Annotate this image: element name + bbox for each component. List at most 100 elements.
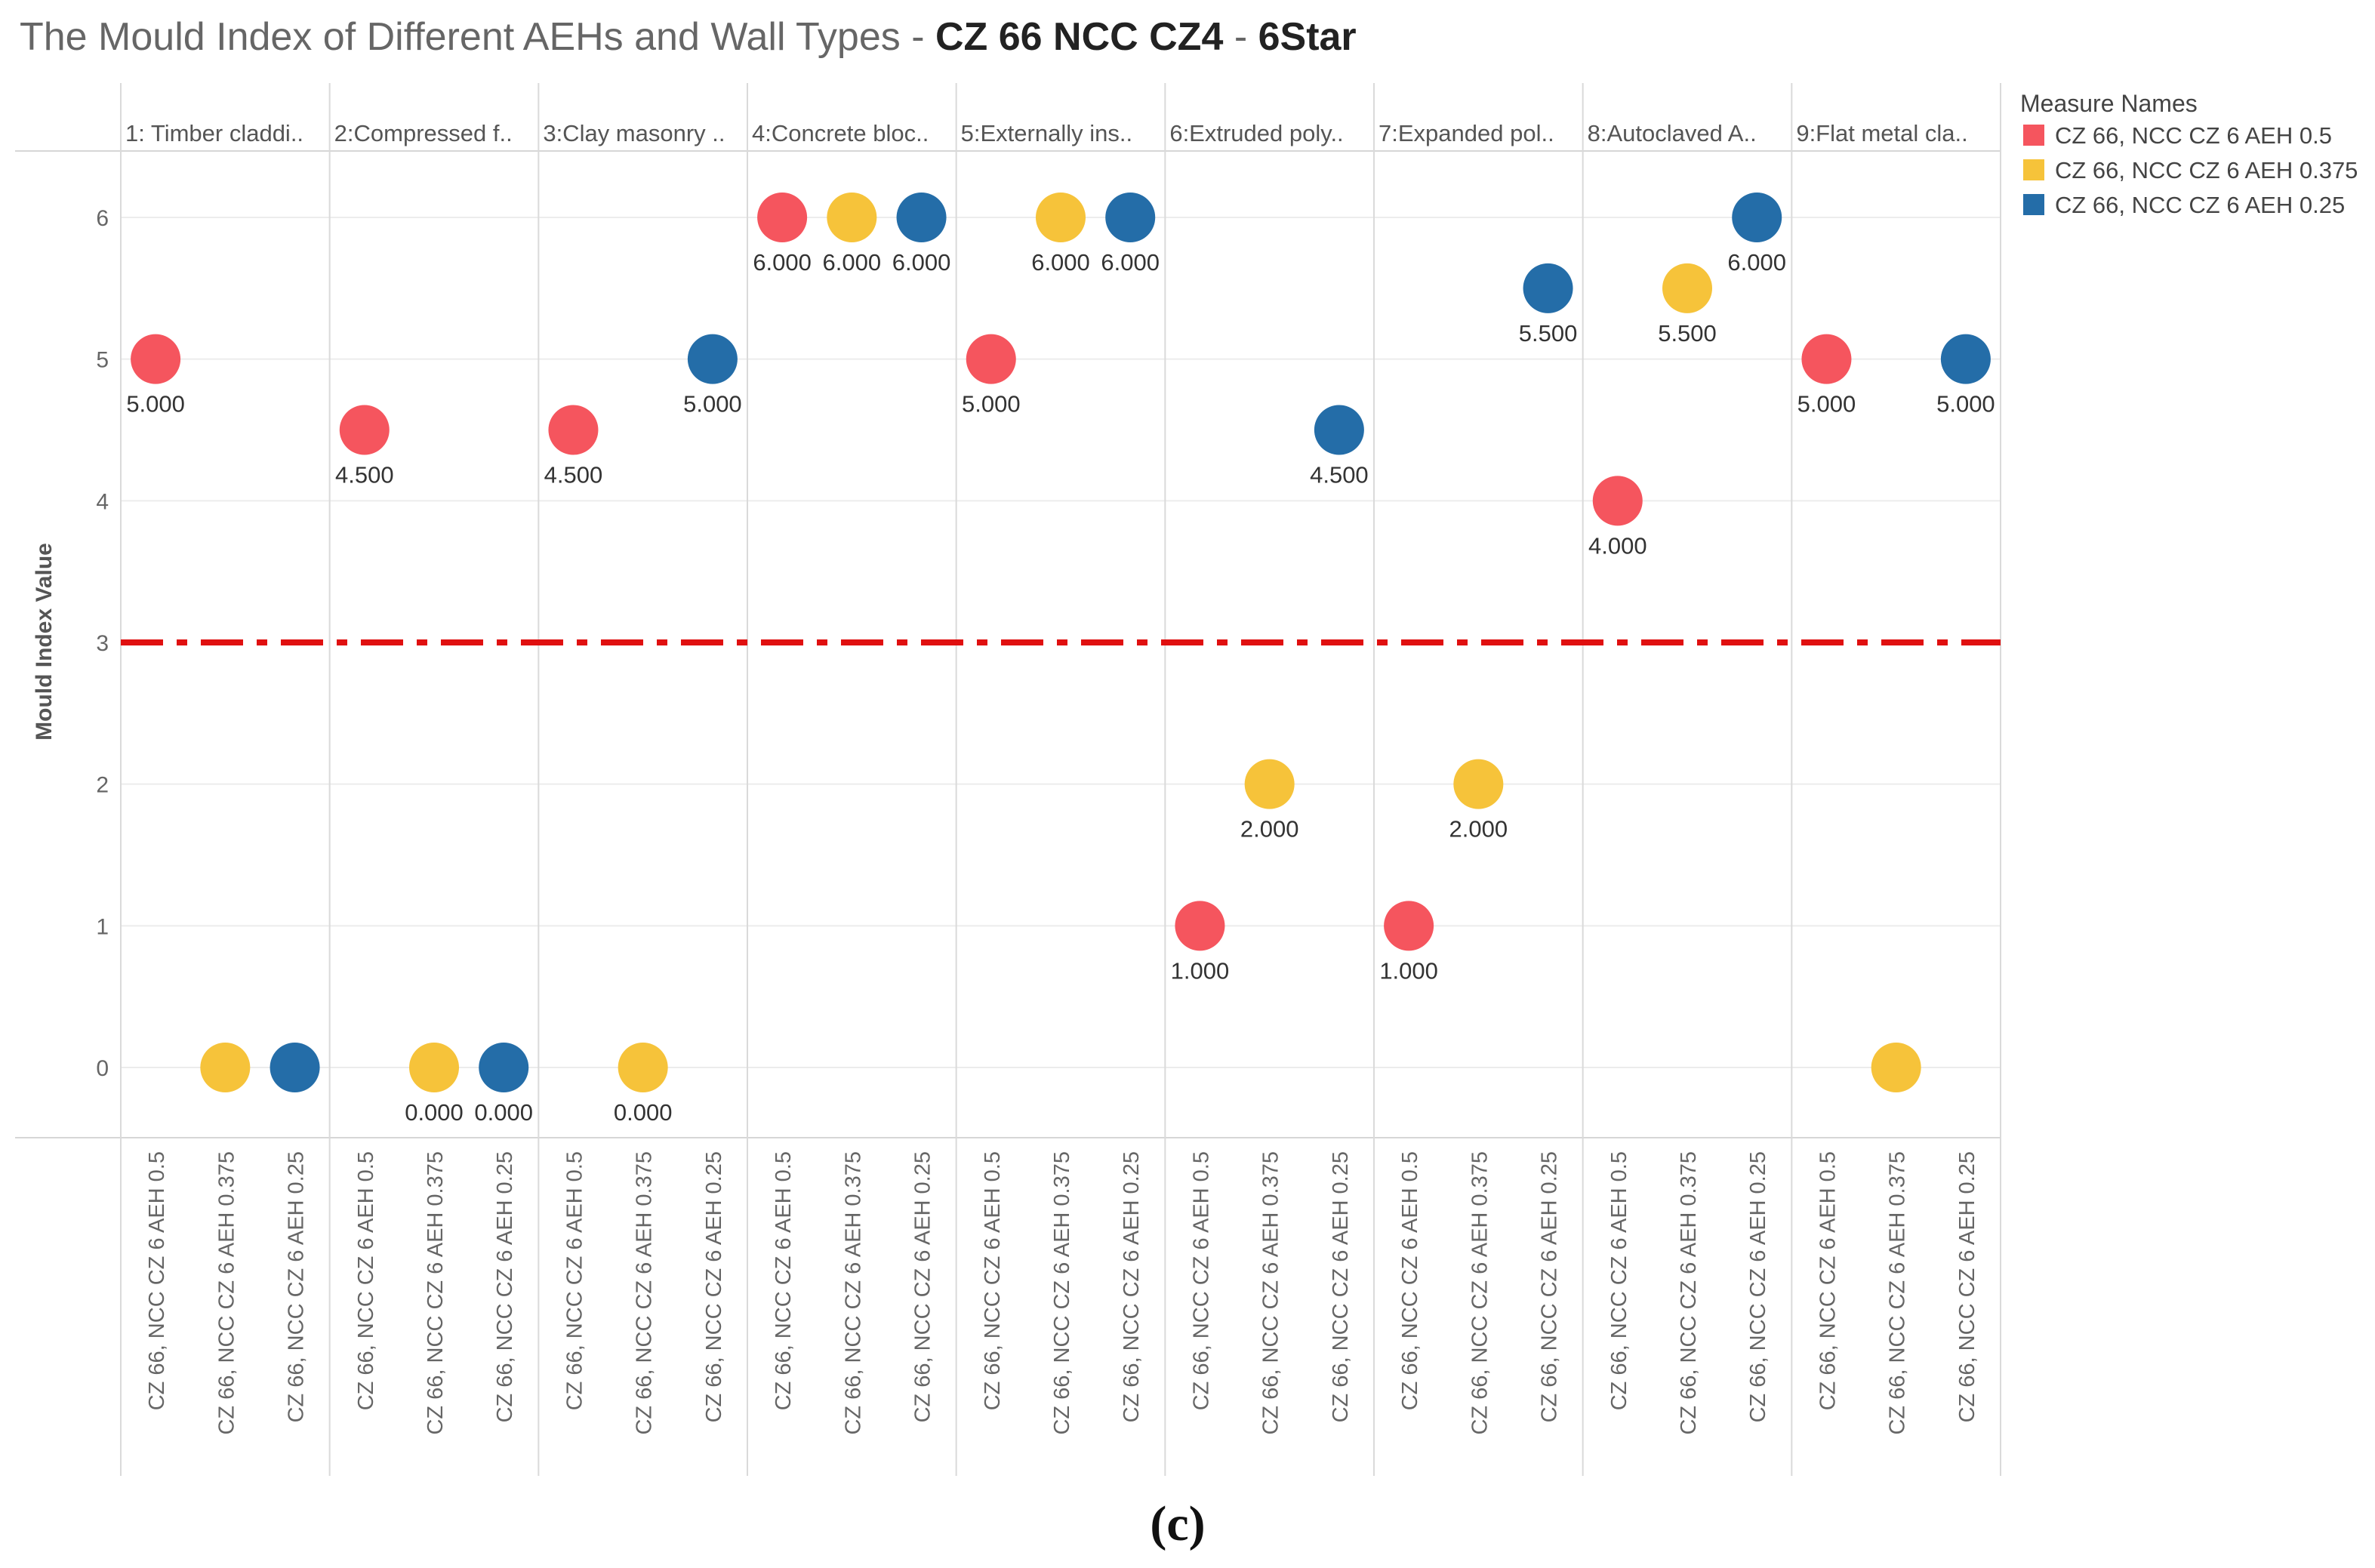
x-tick-label: CZ 66, NCC CZ 6 AEH 0.375 [1468, 1151, 1492, 1435]
data-point [1732, 193, 1782, 242]
data-point [1036, 193, 1086, 242]
data-point [1314, 405, 1364, 455]
panel-header: 2:Compressed f.. [334, 120, 513, 146]
x-tick-label: CZ 66, NCC CZ 6 AEH 0.375 [1886, 1151, 1910, 1435]
y-tick-label: 6 [96, 206, 109, 231]
x-tick-label: CZ 66, NCC CZ 6 AEH 0.375 [424, 1151, 448, 1435]
x-tick-label: CZ 66, NCC CZ 6 AEH 0.5 [1398, 1151, 1422, 1410]
data-point [618, 1043, 668, 1092]
panel-header: 9:Flat metal cla.. [1796, 120, 1967, 146]
data-label: 5.000 [1797, 391, 1856, 417]
x-tick-label: CZ 66, NCC CZ 6 AEH 0.375 [633, 1151, 657, 1435]
data-point [966, 334, 1016, 384]
data-label: 6.000 [892, 249, 951, 276]
data-point [409, 1043, 459, 1092]
data-point [1453, 759, 1504, 809]
data-label: 6.000 [753, 249, 812, 276]
panel-header: 1: Timber claddi.. [125, 120, 303, 146]
legend-label: CZ 66, NCC CZ 6 AEH 0.5 [2055, 122, 2332, 149]
panel-header: 6:Extruded poly.. [1169, 120, 1343, 146]
data-label: 5.500 [1658, 320, 1717, 347]
data-label: 6.000 [1727, 249, 1786, 276]
data-point [1871, 1043, 1921, 1092]
x-tick-label: CZ 66, NCC CZ 6 AEH 0.5 [354, 1151, 378, 1410]
data-label: 6.000 [1031, 249, 1090, 276]
y-tick-label: 5 [96, 348, 109, 373]
panel-header: 8:Autoclaved A.. [1588, 120, 1757, 146]
y-tick-label: 4 [96, 489, 109, 514]
data-point [1940, 334, 1991, 384]
x-tick-label: CZ 66, NCC CZ 6 AEH 0.25 [1120, 1151, 1144, 1422]
legend-title: Measure Names [2020, 90, 2198, 117]
panels: 1: Timber claddi.. 2:Compressed f.. 3:Clay… [120, 83, 2001, 1476]
data-label: 1.000 [1171, 957, 1230, 984]
y-axis-ticks: 0 1 2 3 4 5 6 [96, 206, 109, 1081]
panel-header: 5:Externally ins.. [961, 120, 1132, 146]
y-tick-label: 1 [96, 914, 109, 939]
chart-title: The Mould Index of Different AEHs and Wa… [20, 15, 1357, 59]
data-point [1384, 901, 1434, 951]
panel-header: 4:Concrete bloc.. [752, 120, 929, 146]
data-point [270, 1043, 320, 1092]
figure-caption: (c) [1150, 1496, 1205, 1551]
data-label: 0.000 [614, 1099, 673, 1126]
data-point [1592, 476, 1643, 526]
x-tick-label: CZ 66, NCC CZ 6 AEH 0.25 [493, 1151, 517, 1422]
data-point [548, 405, 599, 455]
x-tick-label: CZ 66, NCC CZ 6 AEH 0.5 [1607, 1151, 1631, 1410]
x-tick-label: CZ 66, NCC CZ 6 AEH 0.25 [1746, 1151, 1770, 1422]
title-prefix: The Mould Index of Different AEHs and Wa… [20, 15, 935, 59]
data-point [479, 1043, 529, 1092]
data-label: 4.500 [1310, 462, 1369, 488]
data-label: 0.000 [474, 1099, 533, 1126]
legend-swatch [2023, 159, 2044, 180]
legend-label: CZ 66, NCC CZ 6 AEH 0.25 [2055, 192, 2345, 218]
title-sep: - [1223, 15, 1258, 59]
x-tick-label: CZ 66, NCC CZ 6 AEH 0.375 [1259, 1151, 1283, 1435]
data-label: 2.000 [1240, 816, 1299, 843]
x-tick-label: CZ 66, NCC CZ 6 AEH 0.25 [702, 1151, 726, 1422]
legend-label: CZ 66, NCC CZ 6 AEH 0.375 [2055, 157, 2358, 183]
x-tick-label: CZ 66, NCC CZ 6 AEH 0.5 [1189, 1151, 1213, 1410]
data-point [339, 405, 390, 455]
x-tick-label: CZ 66, NCC CZ 6 AEH 0.25 [911, 1151, 935, 1422]
data-point [1105, 193, 1156, 242]
x-tick-label: CZ 66, NCC CZ 6 AEH 0.5 [1816, 1151, 1840, 1410]
legend-swatch [2023, 125, 2044, 146]
data-point [200, 1043, 251, 1092]
x-tick-label: CZ 66, NCC CZ 6 AEH 0.375 [214, 1151, 239, 1435]
panel-header: 7:Expanded pol.. [1378, 120, 1554, 146]
data-point [757, 193, 808, 242]
data-point [131, 334, 181, 384]
data-label: 5.000 [962, 391, 1021, 417]
data-point [896, 193, 947, 242]
y-tick-label: 3 [96, 631, 109, 656]
data-points: 5.000 4.500 0.000 0.000 4.500 0.000 5.000 6.000… [126, 193, 1995, 1126]
x-tick-label: CZ 66, NCC CZ 6 AEH 0.375 [1050, 1151, 1074, 1435]
data-label: 0.000 [405, 1099, 464, 1126]
data-label: 4.500 [544, 462, 603, 488]
data-point [1801, 334, 1852, 384]
data-point [1662, 263, 1712, 313]
x-tick-label: CZ 66, NCC CZ 6 AEH 0.5 [772, 1151, 796, 1410]
x-tick-label: CZ 66, NCC CZ 6 AEH 0.5 [145, 1151, 169, 1410]
legend: Measure Names CZ 66, NCC CZ 6 AEH 0.5 CZ … [2020, 90, 2358, 218]
title-bold2: 6Star [1258, 15, 1357, 59]
x-tick-label: CZ 66, NCC CZ 6 AEH 0.25 [285, 1151, 309, 1422]
data-label: 6.000 [823, 249, 882, 276]
data-point [827, 193, 877, 242]
data-label: 5.000 [683, 391, 742, 417]
x-tick-label: CZ 66, NCC CZ 6 AEH 0.375 [841, 1151, 865, 1435]
data-label: 5.500 [1519, 320, 1578, 347]
x-tick-label: CZ 66, NCC CZ 6 AEH 0.25 [1955, 1151, 1979, 1422]
data-label: 4.500 [335, 462, 394, 488]
legend-swatch [2023, 194, 2044, 215]
x-tick-label: CZ 66, NCC CZ 6 AEH 0.375 [1677, 1151, 1701, 1435]
data-label: 2.000 [1449, 816, 1508, 843]
x-tick-label: CZ 66, NCC CZ 6 AEH 0.5 [562, 1151, 587, 1410]
y-tick-label: 0 [96, 1056, 109, 1081]
data-label: 4.000 [1588, 532, 1647, 559]
title-bold: CZ 66 NCC CZ4 [935, 15, 1223, 59]
data-point [687, 334, 738, 384]
